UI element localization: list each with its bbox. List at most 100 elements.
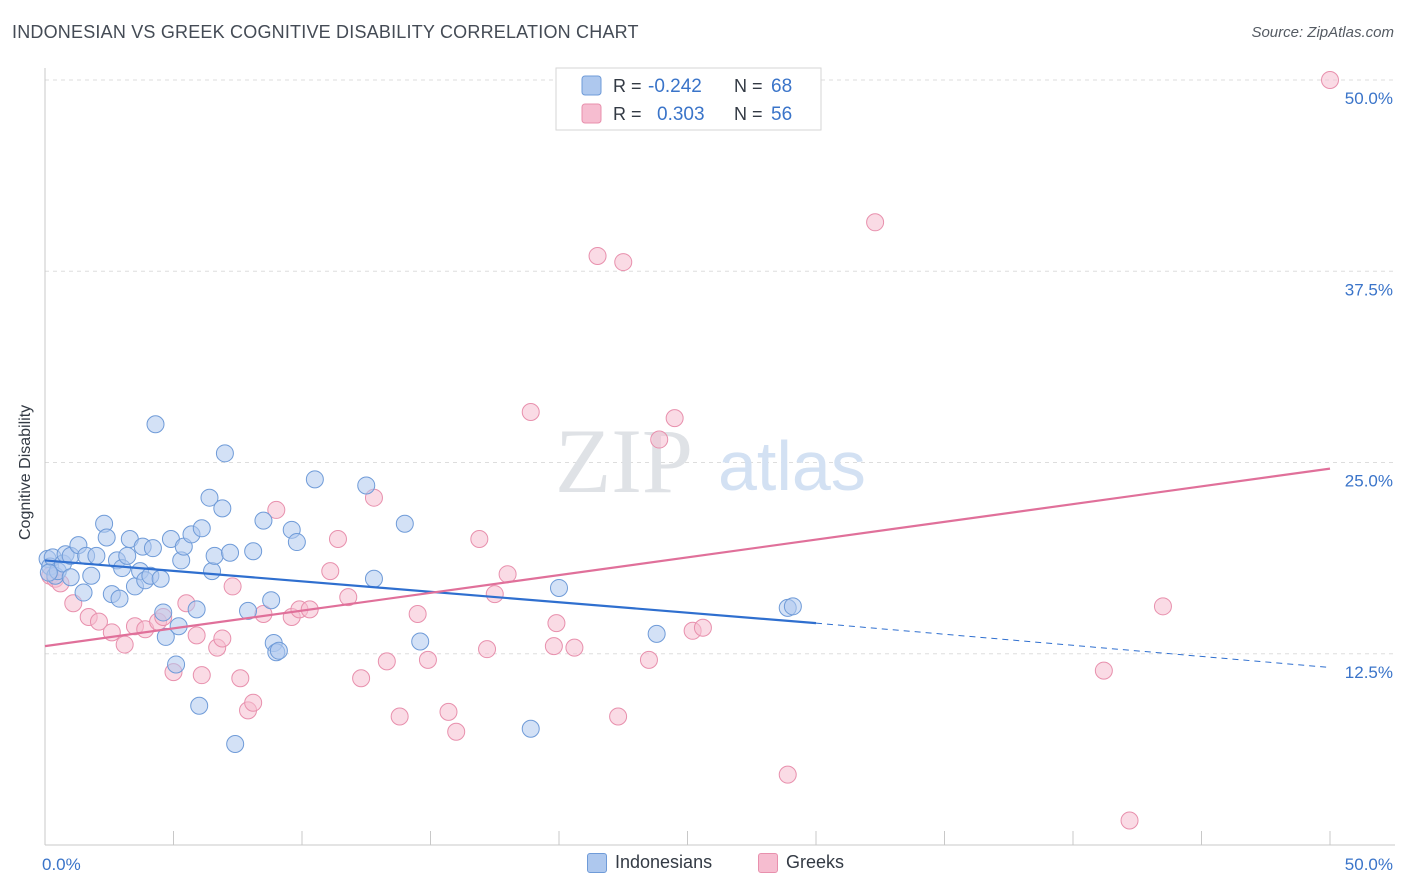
tick-labels: 12.5% 25.0% 37.5% 50.0% 0.0% 50.0% xyxy=(42,89,1393,874)
indonesians-point xyxy=(647,624,666,643)
indonesians-point xyxy=(151,569,170,588)
greeks-point xyxy=(418,650,437,669)
indonesians-point xyxy=(550,578,568,597)
greeks-point xyxy=(665,409,684,428)
greeks-point xyxy=(614,253,633,272)
trend-lines xyxy=(44,467,1331,669)
greeks-point xyxy=(778,765,797,784)
indonesians-points xyxy=(38,415,802,754)
greeks-point xyxy=(231,669,250,688)
greeks-point xyxy=(478,640,497,659)
legend-n-value-2: 56 xyxy=(771,104,792,125)
greeks-point xyxy=(470,530,489,548)
greeks-point xyxy=(267,500,286,519)
legend-r-label-2: R = xyxy=(613,104,642,124)
y-tick-label: 37.5% xyxy=(1345,280,1393,299)
greeks-point xyxy=(213,629,232,648)
indonesians-point xyxy=(143,539,162,558)
indonesians-point xyxy=(364,569,383,588)
greeks-point xyxy=(447,722,466,741)
indonesians-point xyxy=(305,470,324,489)
indonesians-point xyxy=(269,641,288,660)
greeks-point xyxy=(390,707,409,726)
watermark-zip: ZIP xyxy=(555,410,693,512)
greeks-point xyxy=(187,626,206,645)
greeks-point xyxy=(1321,71,1339,89)
indonesians-point xyxy=(110,589,129,608)
legend-item-indonesians: Indonesians xyxy=(587,852,712,873)
greeks-point xyxy=(693,618,712,637)
greeks-point xyxy=(408,604,427,623)
watermark: ZIP atlas xyxy=(555,410,866,512)
indonesians-point xyxy=(97,528,116,547)
indonesians-point xyxy=(190,696,209,715)
greeks-point xyxy=(339,588,358,607)
legend-label-indonesians: Indonesians xyxy=(615,852,713,872)
greeks-point xyxy=(650,430,669,449)
legend-n-label-2: N = xyxy=(734,104,763,124)
indonesians-point xyxy=(187,600,206,619)
greeks-point xyxy=(521,403,540,422)
grid-layer xyxy=(45,79,1395,655)
indonesians-point xyxy=(254,511,273,530)
indonesians-point xyxy=(118,546,137,565)
legend-r-label-1: R = xyxy=(613,76,642,96)
greeks-point xyxy=(485,585,504,604)
greeks-point xyxy=(588,246,607,265)
greeks-point xyxy=(498,565,517,584)
legend-swatch-indonesians xyxy=(581,75,602,96)
indonesians-point xyxy=(146,415,165,434)
legend-swatch-indonesians-bottom xyxy=(587,852,607,873)
indonesians-point xyxy=(287,533,306,552)
indonesians-point xyxy=(215,444,234,463)
legend-label-greeks: Greeks xyxy=(786,852,845,872)
legend-n-label-1: N = xyxy=(734,76,763,96)
legend-swatch-greeks xyxy=(581,103,602,124)
indonesians-point xyxy=(205,546,224,565)
greeks-point xyxy=(544,637,563,656)
indonesians-point xyxy=(167,655,186,674)
indonesians-point xyxy=(262,591,281,610)
indonesians-point xyxy=(213,499,232,518)
indonesians-point xyxy=(244,542,263,561)
legend-r-value-2: 0.303 xyxy=(657,104,705,125)
greeks-trend-line xyxy=(44,467,1331,648)
greeks-point xyxy=(115,635,134,654)
indonesians-point xyxy=(521,719,540,738)
indonesians-point xyxy=(39,563,58,582)
greeks-point xyxy=(1153,597,1172,616)
indonesians-point xyxy=(357,476,376,495)
greeks-point xyxy=(1120,811,1139,830)
greeks-point xyxy=(565,638,584,657)
chart-title: INDONESIAN VS GREEK COGNITIVE DISABILITY… xyxy=(12,22,639,42)
indonesians-point xyxy=(239,601,258,620)
indonesians-point xyxy=(154,603,173,622)
indonesians-point xyxy=(411,632,430,651)
axis-layer xyxy=(44,68,1395,846)
x-tick-label: 50.0% xyxy=(1345,855,1393,874)
indonesians-point xyxy=(74,583,93,602)
greeks-point xyxy=(244,693,263,712)
greeks-point xyxy=(321,562,340,581)
y-tick-label: 25.0% xyxy=(1345,472,1393,491)
indonesians-point xyxy=(61,568,80,587)
greeks-point xyxy=(328,530,347,548)
greeks-point xyxy=(223,577,242,596)
greeks-point xyxy=(439,702,458,721)
legend-top: R = -0.242 N = 68 R = 0.303 N = 56 xyxy=(555,67,822,131)
y-tick-label: 12.5% xyxy=(1345,663,1393,682)
source-label: Source: ZipAtlas.com xyxy=(1251,24,1394,41)
greeks-point xyxy=(89,612,108,631)
watermark-atlas: atlas xyxy=(718,427,866,505)
legend-r-value-1: -0.242 xyxy=(648,76,702,97)
indonesians-point xyxy=(226,735,245,754)
legend-n-value-1: 68 xyxy=(771,76,792,97)
indonesians-point xyxy=(87,546,106,565)
greeks-point xyxy=(352,669,371,688)
greeks-point xyxy=(639,650,658,669)
indonesians-point xyxy=(200,488,219,507)
legend-bottom: Indonesians Greeks xyxy=(0,852,1406,878)
indonesians-point xyxy=(221,543,240,562)
greeks-point xyxy=(377,652,396,671)
